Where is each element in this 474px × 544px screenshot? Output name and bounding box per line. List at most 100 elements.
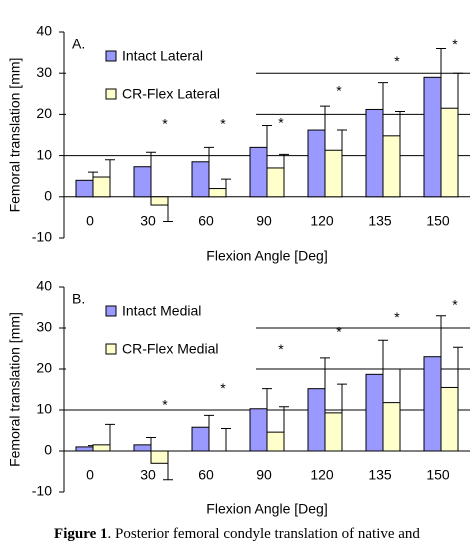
y-tick-label: 30	[36, 319, 52, 335]
bar	[324, 412, 343, 452]
error-bar	[320, 357, 330, 389]
bar	[365, 373, 384, 452]
bar	[92, 176, 111, 198]
significance-marker: *	[336, 324, 342, 340]
panel-label: B.	[72, 291, 85, 307]
x-tick-label: 30	[140, 213, 156, 229]
significance-marker: *	[220, 380, 226, 396]
error-bar	[378, 82, 388, 110]
bar	[307, 129, 326, 198]
legend-label: Intact Lateral	[122, 48, 203, 64]
y-tick-label: 0	[44, 442, 52, 458]
bar	[75, 446, 94, 452]
y-tick-label: 20	[36, 360, 52, 376]
significance-marker: *	[394, 309, 400, 325]
error-bar	[204, 414, 214, 428]
caption-text: . Posterior femoral condyle translation …	[107, 526, 420, 542]
bar	[307, 388, 326, 452]
legend-box	[66, 291, 256, 371]
bar	[249, 146, 268, 198]
error-bar	[146, 151, 156, 167]
bar	[423, 76, 442, 198]
significance-marker: *	[162, 115, 168, 131]
y-tick-label: 10	[36, 401, 52, 417]
bar	[382, 402, 401, 452]
y-tick-label: -10	[32, 229, 52, 245]
legend-swatch	[105, 88, 117, 100]
error-bar	[395, 368, 405, 403]
x-tick-label: 135	[368, 467, 392, 483]
error-bar	[279, 153, 289, 168]
bar	[266, 431, 285, 452]
significance-marker: *	[278, 341, 284, 357]
bar	[365, 108, 384, 198]
error-bar	[453, 346, 463, 388]
y-axis-label: Femoral translation [mm]	[7, 58, 23, 213]
legend-swatch	[105, 343, 117, 355]
error-bar	[320, 105, 330, 131]
x-tick-label: 0	[86, 213, 94, 229]
x-tick-label: 30	[140, 467, 156, 483]
x-tick-label: 150	[426, 213, 450, 229]
x-tick-label: 135	[368, 213, 392, 229]
legend-swatch	[105, 50, 117, 62]
caption-label: Figure 1	[54, 526, 108, 542]
legend-swatch	[105, 305, 117, 317]
significance-marker: *	[278, 115, 284, 131]
y-tick-label: 10	[36, 146, 52, 162]
x-tick-label: 150	[426, 467, 450, 483]
panel-label: A.	[72, 36, 85, 52]
legend-box	[66, 36, 256, 116]
bar	[266, 167, 285, 198]
error-bar	[436, 47, 446, 78]
bar	[249, 408, 268, 452]
error-bar	[337, 129, 347, 151]
significance-marker: *	[162, 397, 168, 413]
error-bar	[378, 339, 388, 375]
error-bar	[337, 383, 347, 413]
bar	[133, 166, 152, 198]
y-tick-label: 20	[36, 105, 52, 121]
y-tick-label: 0	[44, 188, 52, 204]
error-bar	[105, 159, 115, 178]
bar	[440, 386, 459, 452]
x-tick-label: 60	[198, 213, 214, 229]
bar	[440, 107, 459, 198]
bar	[92, 444, 111, 452]
x-tick-label: 120	[310, 467, 334, 483]
bar	[133, 444, 152, 452]
error-bar	[436, 315, 446, 357]
y-tick-label: 40	[36, 23, 52, 39]
bar	[382, 135, 401, 198]
error-bar	[262, 125, 272, 148]
error-bar	[146, 436, 156, 445]
bar	[150, 450, 169, 464]
error-bar	[262, 388, 272, 409]
bar	[423, 356, 442, 452]
significance-marker: *	[452, 36, 458, 52]
error-bar	[221, 427, 231, 451]
x-tick-label: 120	[310, 213, 334, 229]
error-bar	[279, 406, 289, 433]
x-tick-label: 60	[198, 467, 214, 483]
y-tick-label: 30	[36, 64, 52, 80]
bar	[191, 161, 210, 198]
y-tick-label: 40	[36, 278, 52, 294]
caption: Figure 1. Posterior femoral condyle tran…	[0, 526, 474, 543]
bar	[150, 196, 169, 206]
x-tick-label: 0	[86, 467, 94, 483]
bar	[75, 179, 94, 198]
legend-label: CR-Flex Medial	[122, 341, 218, 357]
significance-marker: *	[336, 82, 342, 98]
x-axis-label: Flexion Angle [Deg]	[206, 501, 327, 517]
significance-marker: *	[394, 53, 400, 69]
bar	[191, 426, 210, 452]
x-axis-label: Flexion Angle [Deg]	[206, 248, 327, 264]
x-tick-label: 90	[256, 467, 272, 483]
error-bar	[163, 205, 173, 223]
error-bar	[105, 423, 115, 445]
error-bar	[221, 178, 231, 189]
legend-label: CR-Flex Lateral	[122, 86, 220, 102]
error-bar	[395, 111, 405, 136]
